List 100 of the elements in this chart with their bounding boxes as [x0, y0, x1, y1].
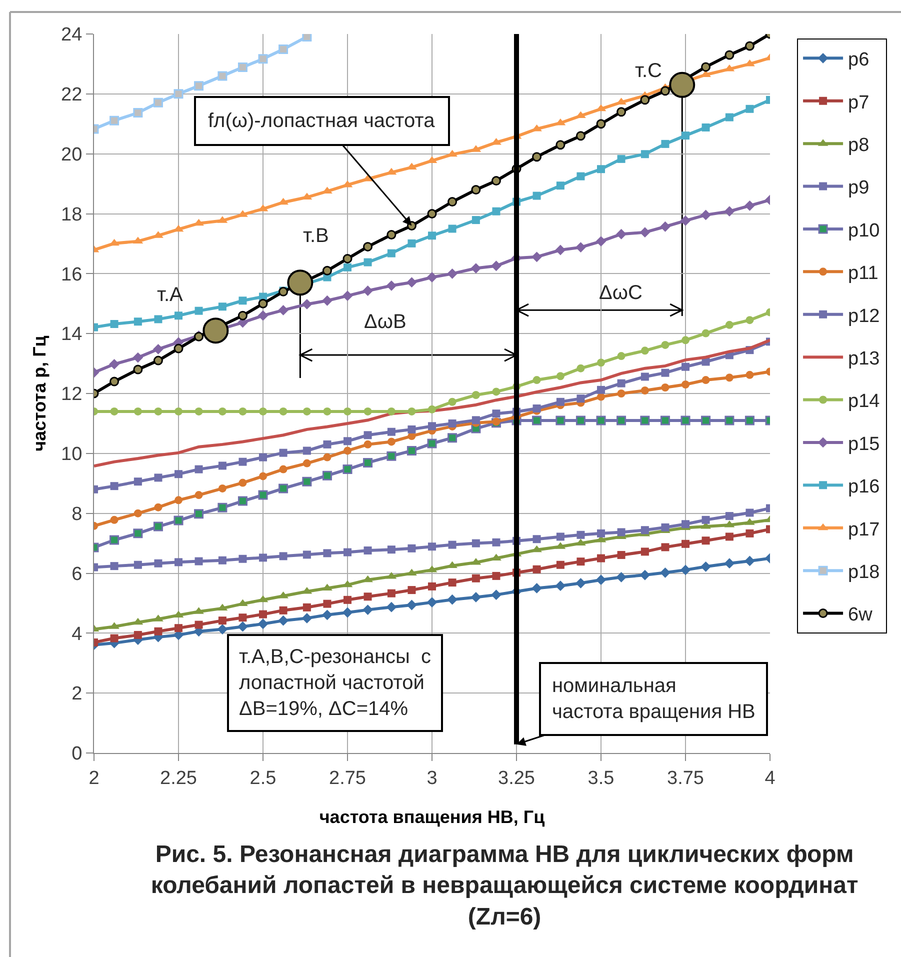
y-tick-label: 2 — [72, 684, 82, 705]
point — [617, 154, 626, 163]
point — [596, 574, 606, 586]
point — [406, 446, 416, 456]
y-tick-label: 16 — [61, 264, 82, 286]
point — [428, 405, 436, 414]
point — [302, 34, 312, 42]
point — [259, 610, 267, 618]
point — [448, 398, 456, 406]
point — [597, 386, 605, 394]
y-tick-label: 8 — [72, 504, 82, 525]
point — [640, 372, 649, 381]
y-tick-label: 22 — [61, 84, 82, 106]
x-tick-label: 4 — [764, 768, 776, 789]
point — [259, 407, 267, 416]
annotation: т.C — [635, 60, 662, 82]
point — [363, 242, 373, 252]
point — [556, 182, 564, 190]
point — [532, 152, 542, 162]
point — [110, 562, 118, 570]
point — [492, 538, 500, 546]
point — [364, 440, 372, 448]
point — [153, 356, 163, 366]
legend-label: p9 — [848, 178, 870, 199]
point — [110, 320, 118, 328]
point — [174, 624, 182, 632]
point — [555, 244, 566, 256]
point — [532, 583, 542, 594]
point — [576, 394, 585, 403]
point — [194, 557, 203, 566]
point — [556, 140, 566, 150]
legend-label: p17 — [848, 519, 880, 540]
point — [302, 299, 312, 310]
point — [472, 216, 480, 224]
point — [492, 572, 500, 580]
point — [427, 209, 437, 218]
point — [174, 558, 182, 566]
point — [302, 612, 312, 624]
point — [661, 523, 670, 532]
point — [202, 318, 229, 344]
point — [660, 86, 670, 96]
point — [744, 556, 755, 566]
point — [302, 407, 311, 416]
point — [660, 416, 670, 426]
point — [746, 508, 754, 517]
point — [682, 336, 690, 344]
point — [472, 539, 480, 548]
point — [532, 376, 541, 384]
legend-label: 6w — [848, 604, 873, 626]
y-tick-label: 0 — [72, 744, 82, 765]
point — [661, 543, 670, 552]
point — [576, 131, 586, 141]
point — [322, 610, 332, 620]
point — [110, 407, 118, 416]
point — [344, 548, 352, 556]
point — [279, 465, 288, 474]
point — [364, 546, 372, 554]
point — [279, 606, 288, 614]
point — [238, 296, 247, 305]
point — [364, 592, 372, 601]
point — [448, 419, 456, 428]
point — [174, 89, 184, 99]
point — [472, 574, 480, 582]
point — [576, 538, 586, 546]
point — [110, 634, 118, 642]
point — [448, 433, 458, 443]
point — [218, 71, 228, 81]
point — [194, 620, 203, 629]
point — [174, 312, 182, 320]
point — [702, 123, 710, 132]
point — [323, 600, 332, 608]
y-tick-label: 20 — [61, 144, 82, 166]
point — [154, 503, 162, 512]
point — [174, 516, 184, 526]
point — [640, 570, 650, 580]
x-tick-label: 2.5 — [250, 768, 276, 789]
point — [556, 532, 564, 541]
point — [702, 329, 710, 338]
point — [238, 614, 247, 622]
point — [492, 388, 500, 396]
point — [279, 407, 288, 416]
point — [238, 478, 247, 487]
legend-label: p6 — [848, 50, 870, 71]
point — [491, 260, 502, 272]
x-tick-label: 2.25 — [160, 768, 197, 789]
point — [669, 72, 696, 98]
point — [278, 44, 288, 54]
point — [408, 425, 416, 434]
legend-label: p14 — [848, 391, 880, 412]
point — [448, 540, 456, 549]
point — [576, 578, 586, 588]
point — [238, 310, 248, 320]
point — [746, 316, 754, 324]
point — [387, 546, 396, 554]
point — [322, 266, 332, 276]
point — [194, 218, 204, 226]
point — [492, 410, 500, 418]
point — [302, 459, 311, 468]
point — [448, 197, 458, 207]
annotation: т.A — [157, 284, 184, 306]
